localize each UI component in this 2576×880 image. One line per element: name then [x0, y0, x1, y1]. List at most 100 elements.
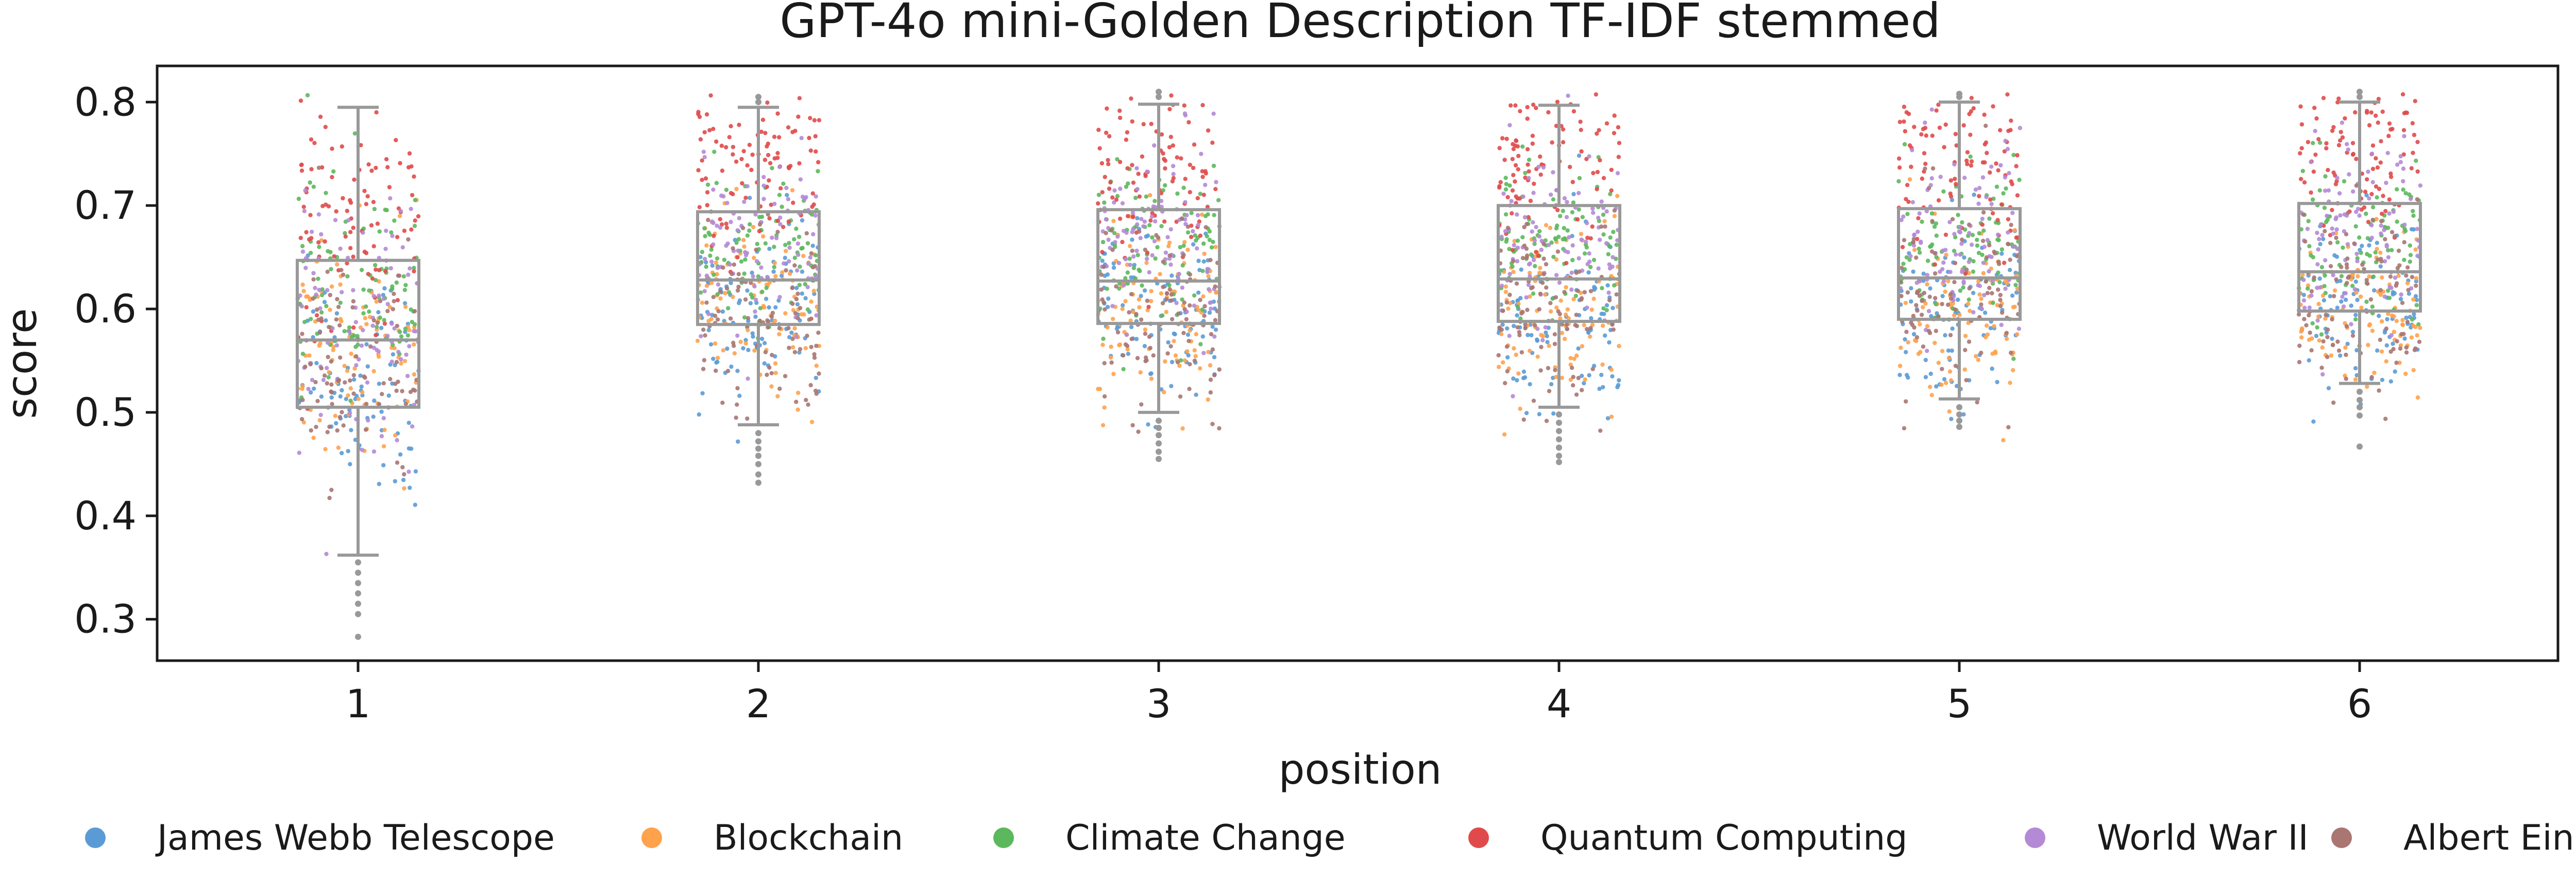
- strip-point-quantum-computing: [750, 152, 755, 157]
- strip-point-blockchain: [773, 318, 777, 323]
- strip-point-climate-change: [1570, 257, 1575, 263]
- strip-point-james-webb-telescope: [1943, 333, 1947, 338]
- strip-point-albert-einstein: [2330, 343, 2335, 348]
- strip-point-albert-einstein: [2326, 327, 2330, 332]
- strip-point-albert-einstein: [1135, 356, 1140, 360]
- strip-point-albert-einstein: [814, 391, 819, 396]
- strip-point-quantum-computing: [1526, 162, 1530, 167]
- strip-point-quantum-computing: [299, 163, 304, 167]
- strip-point-james-webb-telescope: [2372, 288, 2377, 293]
- strip-point-blockchain: [2413, 247, 2418, 252]
- strip-point-world-war-ii: [2330, 226, 2334, 231]
- strip-point-blockchain: [335, 262, 340, 267]
- strip-point-quantum-computing: [1532, 181, 1536, 186]
- strip-point-quantum-computing: [700, 178, 704, 182]
- strip-point-albert-einstein: [2401, 332, 2406, 336]
- strip-point-albert-einstein: [1582, 290, 1587, 295]
- strip-point-albert-einstein: [1515, 325, 1520, 330]
- strip-point-climate-change: [2335, 240, 2340, 245]
- strip-point-blockchain: [1921, 305, 1925, 309]
- strip-point-quantum-computing: [2006, 217, 2011, 221]
- legend-marker: [1468, 827, 1489, 848]
- strip-point-quantum-computing: [1510, 157, 1515, 162]
- strip-point-james-webb-telescope: [386, 393, 391, 398]
- strip-point-quantum-computing: [2343, 116, 2347, 121]
- strip-point-climate-change: [1896, 179, 1901, 184]
- strip-point-climate-change: [1115, 157, 1120, 162]
- strip-point-climate-change: [1115, 194, 1120, 199]
- strip-point-james-webb-telescope: [329, 395, 334, 400]
- strip-point-world-war-ii: [2309, 160, 2313, 164]
- strip-point-blockchain: [1992, 324, 1996, 329]
- strip-point-climate-change: [792, 237, 796, 241]
- strip-point-quantum-computing: [377, 268, 382, 272]
- strip-point-world-war-ii: [770, 235, 774, 240]
- iqr-box: [1497, 204, 1621, 323]
- strip-point-climate-change: [755, 241, 760, 246]
- strip-point-albert-einstein: [1204, 225, 1208, 230]
- strip-point-albert-einstein: [2404, 350, 2409, 355]
- strip-point-quantum-computing: [2313, 152, 2318, 157]
- strip-point-world-war-ii: [2355, 259, 2360, 264]
- strip-point-blockchain: [2367, 322, 2372, 327]
- strip-point-james-webb-telescope: [1599, 372, 1604, 377]
- strip-point-blockchain: [1123, 299, 1128, 303]
- strip-point-world-war-ii: [702, 155, 707, 160]
- strip-point-blockchain: [1976, 357, 1980, 363]
- strip-point-world-war-ii: [407, 344, 412, 349]
- strip-point-albert-einstein: [375, 320, 380, 325]
- strip-point-climate-change: [394, 280, 399, 285]
- strip-point-albert-einstein: [1985, 291, 1990, 296]
- strip-point-blockchain: [2409, 335, 2414, 340]
- strip-point-climate-change: [1601, 232, 1606, 237]
- strip-point-world-war-ii: [351, 288, 355, 292]
- strip-point-albert-einstein: [1209, 332, 1214, 337]
- box-plot-position-1: [296, 106, 420, 640]
- strip-point-climate-change: [348, 399, 353, 403]
- strip-point-james-webb-telescope: [334, 421, 338, 426]
- strip-point-quantum-computing: [1567, 165, 1572, 169]
- strip-point-quantum-computing: [2363, 189, 2368, 194]
- strip-point-climate-change: [1180, 263, 1185, 268]
- strip-point-blockchain: [1940, 349, 1945, 353]
- strip-point-climate-change: [2310, 321, 2315, 326]
- strip-point-james-webb-telescope: [2338, 279, 2343, 283]
- strip-point-albert-einstein: [2405, 265, 2410, 270]
- strip-point-climate-change: [1994, 184, 1999, 189]
- strip-point-james-webb-telescope: [1570, 234, 1574, 238]
- strip-point-world-war-ii: [787, 259, 791, 264]
- strip-point-climate-change: [1608, 235, 1613, 240]
- strip-point-albert-einstein: [371, 318, 377, 323]
- strip-point-world-war-ii: [2352, 287, 2357, 291]
- strip-point-james-webb-telescope: [2402, 336, 2407, 341]
- strip-point-blockchain: [714, 260, 719, 265]
- strip-point-james-webb-telescope: [377, 382, 382, 386]
- strip-point-world-war-ii: [330, 326, 335, 331]
- strip-point-climate-change: [1504, 239, 1509, 244]
- strip-point-albert-einstein: [1101, 264, 1106, 269]
- strip-point-world-war-ii: [398, 209, 403, 213]
- strip-point-albert-einstein: [749, 281, 753, 285]
- strip-point-albert-einstein: [1557, 312, 1562, 317]
- strip-point-quantum-computing: [1100, 250, 1105, 254]
- strip-point-blockchain: [1117, 342, 1123, 347]
- strip-point-world-war-ii: [808, 255, 813, 260]
- strip-point-world-war-ii: [782, 261, 786, 266]
- strip-point-blockchain: [2008, 381, 2012, 385]
- strip-point-world-war-ii: [2393, 275, 2398, 280]
- strip-point-quantum-computing: [309, 167, 314, 171]
- strip-point-world-war-ii: [1941, 279, 1946, 283]
- strip-point-world-war-ii: [385, 302, 390, 306]
- strip-point-blockchain: [790, 188, 795, 193]
- strip-point-albert-einstein: [300, 332, 304, 336]
- strip-point-albert-einstein: [2334, 277, 2338, 282]
- strip-point-blockchain: [336, 445, 341, 450]
- strip-point-james-webb-telescope: [1990, 366, 1994, 371]
- strip-point-quantum-computing: [1162, 219, 1167, 224]
- strip-point-climate-change: [1137, 267, 1141, 272]
- strip-point-world-war-ii: [1912, 232, 1917, 237]
- strip-point-world-war-ii: [2398, 154, 2403, 159]
- strip-point-blockchain: [1149, 289, 1154, 294]
- strip-point-james-webb-telescope: [2384, 343, 2389, 348]
